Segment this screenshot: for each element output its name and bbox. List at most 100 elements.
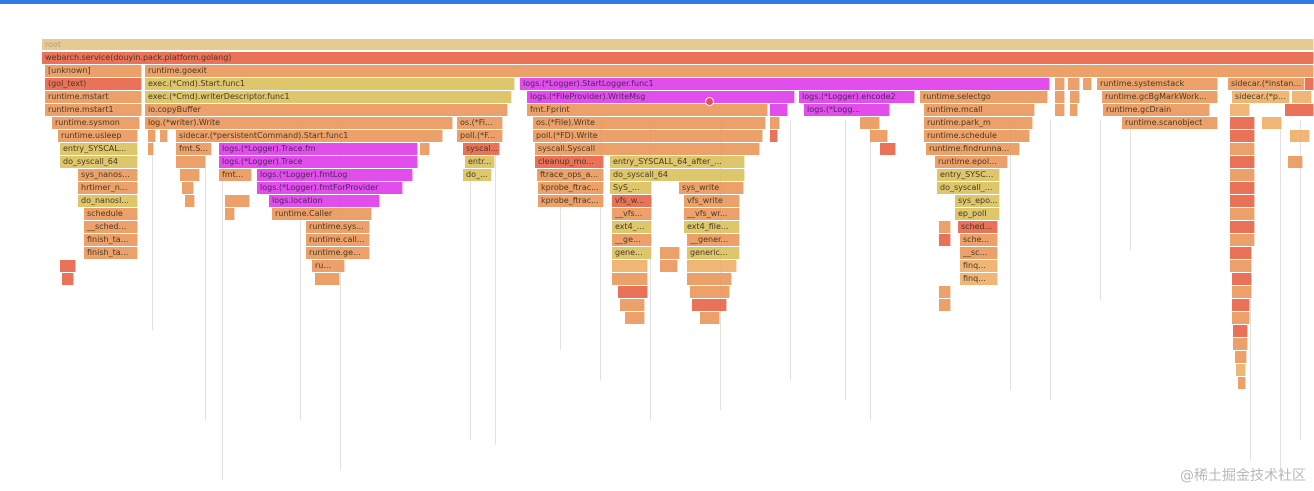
flame-frame[interactable] xyxy=(687,273,732,285)
flame-frame[interactable]: log.(*writer).Write xyxy=(145,117,453,129)
flame-frame[interactable]: exec.(*Cmd).writerDescriptor.func1 xyxy=(145,91,512,103)
flame-frame[interactable]: fmt.S... xyxy=(176,143,212,155)
flame-frame[interactable] xyxy=(225,195,250,207)
flame-frame[interactable] xyxy=(770,130,778,142)
flame-frame[interactable]: do_syscall_... xyxy=(937,182,1000,194)
flame-frame[interactable]: poll.(*F... xyxy=(457,130,503,142)
flame-frame[interactable]: ext4_... xyxy=(612,221,652,233)
flame-frame[interactable]: generic... xyxy=(687,247,740,259)
flame-frame[interactable] xyxy=(939,221,951,233)
flame-frame[interactable] xyxy=(700,312,720,324)
flame-frame[interactable]: runtime.Caller xyxy=(272,208,372,220)
flame-frame[interactable]: logs.(*Logger).StartLogger.func1 xyxy=(520,78,1050,90)
flame-frame[interactable] xyxy=(880,143,896,155)
flame-frame[interactable]: sched... xyxy=(958,221,998,233)
flame-frame[interactable] xyxy=(620,299,645,311)
flame-frame[interactable]: runtime.gcDrain xyxy=(1103,104,1210,116)
flame-frame[interactable]: finq... xyxy=(960,260,998,272)
flame-frame[interactable]: entry_SYSC... xyxy=(937,169,1000,181)
flame-frame[interactable]: sidecar.(*instan... xyxy=(1228,78,1305,90)
flame-frame[interactable]: runtime.sys... xyxy=(306,221,370,233)
flame-frame[interactable] xyxy=(612,273,648,285)
flame-frame[interactable]: exec.(*Cmd).Start.func1 xyxy=(145,78,515,90)
flame-frame[interactable]: runtime.schedule xyxy=(924,130,1030,142)
flame-frame[interactable]: __sched... xyxy=(84,221,138,233)
flame-frame[interactable]: runtime.mcall xyxy=(924,104,1035,116)
flame-frame[interactable]: ru... xyxy=(312,260,345,272)
flame-frame[interactable]: kprobe_ftrac... xyxy=(538,182,604,194)
flame-frame[interactable]: runtime.sysmon xyxy=(52,117,140,129)
flame-frame[interactable]: __vfs... xyxy=(612,208,652,220)
flame-frame[interactable] xyxy=(770,117,780,129)
flame-frame[interactable] xyxy=(1070,104,1078,116)
flame-frame[interactable] xyxy=(692,299,727,311)
flame-frame[interactable]: runtime.ge... xyxy=(306,247,370,259)
flame-frame[interactable] xyxy=(182,182,194,194)
flame-frame[interactable]: entr... xyxy=(465,156,495,168)
flame-frame[interactable]: runtime.systemstack xyxy=(1097,78,1218,90)
flame-frame[interactable] xyxy=(1233,338,1248,350)
flame-frame[interactable]: os.(*Fi... xyxy=(457,117,503,129)
flame-frame[interactable] xyxy=(1262,117,1282,129)
flame-frame[interactable]: logs.(*Logger).Trace.fm xyxy=(219,143,418,155)
flame-frame[interactable]: entry_SYSCAL... xyxy=(60,143,138,155)
flame-frame[interactable] xyxy=(1285,104,1314,116)
flame-frame[interactable]: logs.location xyxy=(269,195,380,207)
flame-frame[interactable]: runtime.epol... xyxy=(935,156,1008,168)
flame-frame[interactable]: runtime.mstart xyxy=(45,91,142,103)
flame-frame[interactable]: __vfs_wr... xyxy=(684,208,740,220)
flame-frame[interactable] xyxy=(1292,91,1312,103)
flame-frame[interactable] xyxy=(939,286,951,298)
flame-frame[interactable]: entry_SYSCALL_64_after_... xyxy=(610,156,745,168)
flame-frame[interactable] xyxy=(1230,143,1255,155)
flame-frame[interactable]: finish_ta... xyxy=(84,234,138,246)
flame-frame[interactable]: ext4_file... xyxy=(684,221,740,233)
flame-frame[interactable] xyxy=(60,260,76,272)
flame-frame[interactable] xyxy=(1235,351,1247,363)
flame-frame[interactable]: sys_nanos... xyxy=(78,169,138,181)
flame-frame[interactable]: do_syscall_64 xyxy=(610,169,745,181)
flame-frame[interactable] xyxy=(225,208,235,220)
flame-frame[interactable] xyxy=(160,130,168,142)
flame-frame[interactable]: finish_ta... xyxy=(84,247,138,259)
flame-frame[interactable] xyxy=(1232,299,1250,311)
flame-frame[interactable]: hrtimer_n... xyxy=(78,182,138,194)
flame-frame[interactable] xyxy=(1230,195,1255,207)
flame-frame[interactable] xyxy=(62,273,74,285)
flame-frame[interactable]: logs.(*Logger).fmtForProvider xyxy=(257,182,403,194)
flame-frame[interactable]: sidecar.(*p... xyxy=(1232,91,1290,103)
flame-frame[interactable]: runtime.gcBgMarkWork... xyxy=(1102,91,1218,103)
flame-frame[interactable]: schedule xyxy=(84,208,138,220)
flame-frame[interactable] xyxy=(612,260,648,272)
flame-frame[interactable] xyxy=(1230,182,1255,194)
flame-frame[interactable]: gene... xyxy=(612,247,652,259)
flame-frame[interactable] xyxy=(1230,247,1252,259)
flame-frame[interactable]: logs.(*FileProvider).WriteMsg xyxy=(527,91,795,103)
flame-frame[interactable] xyxy=(1230,104,1250,116)
flame-frame[interactable]: logs.(*Logger).Trace xyxy=(219,156,418,168)
flame-frame[interactable]: __ge... xyxy=(612,234,652,246)
flame-frame[interactable] xyxy=(939,299,951,311)
flame-frame[interactable] xyxy=(660,260,678,272)
flame-frame[interactable]: kprobe_ftrac... xyxy=(538,195,604,207)
flame-frame[interactable]: __gener... xyxy=(687,234,740,246)
flame-frame[interactable]: vfs_w... xyxy=(612,195,652,207)
flame-frame[interactable] xyxy=(1232,312,1250,324)
flame-frame[interactable]: logs.(*Logger).fmtLog xyxy=(257,169,413,181)
flame-frame[interactable]: logs.(*Logg... xyxy=(804,104,890,116)
flame-frame[interactable]: [unknown] xyxy=(45,65,142,77)
flame-frame[interactable] xyxy=(1238,377,1246,389)
flame-frame[interactable]: runtime.mstart1 xyxy=(45,104,142,116)
flame-frame[interactable]: syscall.Syscall xyxy=(535,143,760,155)
flame-frame[interactable] xyxy=(1230,130,1255,142)
flame-frame[interactable]: poll.(*FD).Write xyxy=(533,130,763,142)
flame-frame[interactable]: logs.(*Logger).encode2 xyxy=(799,91,915,103)
flame-frame[interactable] xyxy=(1083,78,1092,90)
flame-frame[interactable]: sys_epo... xyxy=(955,195,1000,207)
flame-frame[interactable] xyxy=(1230,117,1255,129)
flame-frame[interactable]: runtime.call... xyxy=(306,234,370,246)
flame-frame[interactable]: runtime.park_m xyxy=(924,117,1033,129)
flame-frame[interactable]: SyS_... xyxy=(610,182,652,194)
flame-frame[interactable]: runtime.selectgo xyxy=(920,91,1048,103)
